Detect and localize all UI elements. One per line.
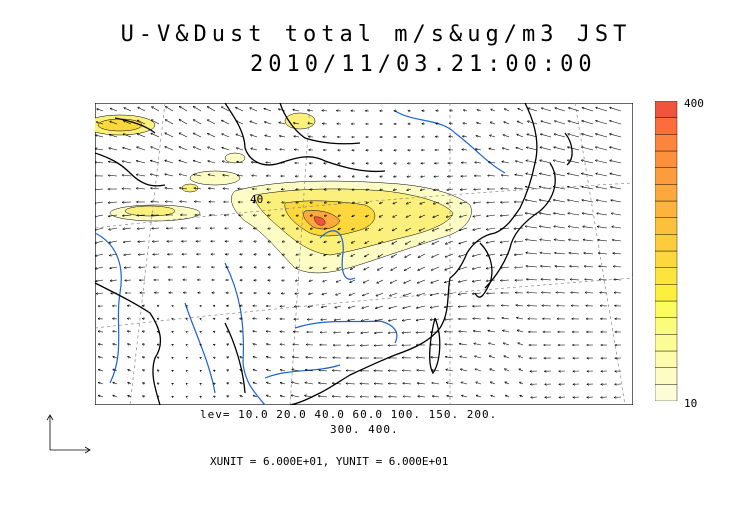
colorbar-min-label: 10 [684,397,698,410]
unit-text: XUNIT = 6.000E+01, YUNIT = 6.000E+01 [210,455,449,468]
colorbar-swatch [655,250,678,268]
colorbar-swatch [655,334,678,352]
colorbar-swatch [655,384,678,401]
chart-title: U-V&Dust total m/s&ug/m3 JST [120,22,632,47]
colorbar-swatch [655,150,678,168]
colorbar-swatch [655,300,678,318]
colorbar-swatch [655,284,678,302]
wind-vector-field [95,106,622,397]
colorbar-swatch [655,200,678,218]
coastlines [95,103,573,405]
colorbar-max-label: 400 [684,97,704,110]
colorbar-swatch [655,184,678,202]
dust-wind-map: 40 [95,103,633,405]
reference-vector-icon [46,414,91,454]
graticule [95,103,633,405]
colorbar-swatch [655,167,678,185]
contour-levels-line1: lev= 10.0 20.0 40.0 60.0 100. 150. 200. [200,408,498,421]
dust-concentration-field [95,112,472,274]
colorbar-swatch [655,101,678,118]
color-scale-bar [655,101,678,401]
contour-levels-line2: 300. 400. [330,423,399,436]
colorbar-swatch [655,117,678,135]
colorbar-swatch [655,267,678,285]
colorbar-swatch [655,317,678,335]
colorbar-swatch [655,134,678,152]
chart-timestamp: 2010/11/03.21:00:00 [250,52,597,77]
colorbar-swatch [655,367,678,385]
colorbar-swatch [655,350,678,368]
colorbar-swatch [655,217,678,235]
colorbar-swatch [655,234,678,252]
contour-label: 40 [250,193,263,206]
